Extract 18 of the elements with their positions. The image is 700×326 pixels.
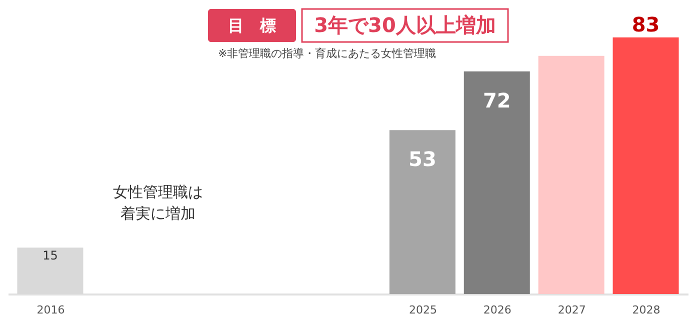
chart-title: 目 標 (228, 16, 276, 35)
annotation: 着実に増加 (120, 204, 196, 223)
x-tick-label: 2027 (558, 304, 586, 316)
annotation: 女性管理職は (113, 182, 204, 201)
data-label: 72 (482, 88, 511, 112)
x-tick-label: 2028 (632, 304, 660, 316)
x-tick-label: 2025 (408, 304, 437, 316)
bar (538, 56, 604, 294)
data-label: 53 (408, 147, 436, 172)
x-tick-label: 2026 (483, 304, 512, 316)
chart-subtitle: 3年で30人以上増加 (314, 13, 496, 37)
bar (389, 130, 456, 294)
x-tick-label: 2016 (36, 304, 65, 316)
data-label: 83 (632, 12, 660, 36)
annotation: ※非管理職の指導・育成にあたる女性管理職 (218, 47, 436, 60)
bar (612, 37, 679, 294)
bar (464, 71, 530, 294)
data-label: 15 (42, 248, 58, 263)
